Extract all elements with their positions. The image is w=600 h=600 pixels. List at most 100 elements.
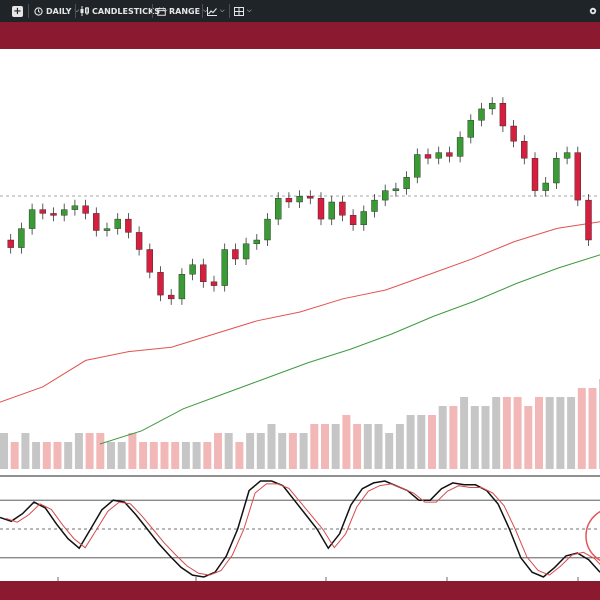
range-label: RANGE (169, 6, 201, 16)
plus-icon: + (12, 5, 23, 17)
interval-label: DAILY (46, 6, 72, 16)
volume-bars (0, 379, 600, 469)
volume-bar (310, 424, 319, 469)
interval-dropdown[interactable]: DAILY ⌵ (34, 0, 79, 22)
candle-body (200, 264, 207, 282)
volume-bar (278, 433, 287, 469)
volume-bar (385, 433, 394, 469)
gear-icon (589, 7, 597, 15)
moving-averages (0, 221, 600, 445)
calendar-icon (157, 6, 166, 16)
stochastic-k-line (0, 480, 600, 578)
candle-body (285, 197, 293, 203)
volume-bar (181, 442, 190, 469)
volume-bar (470, 406, 479, 469)
footer-banner (0, 581, 600, 600)
volume-bar (395, 424, 404, 469)
candle-body (446, 152, 453, 157)
candle-body (521, 140, 528, 159)
candle-body (7, 239, 14, 248)
candle-body (317, 197, 325, 220)
chevron-down-icon: ⌵ (220, 7, 225, 14)
volume-bar (139, 442, 148, 469)
toolbar-divider (229, 4, 230, 18)
candle-body (585, 199, 592, 241)
volume-bar (460, 397, 469, 469)
volume-bar (321, 424, 329, 469)
volume-bar (85, 433, 94, 469)
volume-bar (21, 433, 30, 469)
volume-bar (588, 388, 597, 469)
volume-bar (342, 415, 351, 469)
oscillator-pane (0, 480, 600, 578)
volume-bar (32, 442, 41, 469)
chevron-down-icon: ⌵ (203, 7, 208, 14)
chart-type-dropdown[interactable]: CANDLESTICKS ⌵ (80, 0, 168, 22)
candle-body (435, 152, 442, 159)
volume-bar (288, 433, 297, 469)
candle-body (414, 154, 421, 178)
volume-bar (256, 433, 265, 469)
candlestick-icon (80, 6, 89, 16)
indicators-dropdown[interactable]: ⌵ (207, 0, 225, 22)
volume-bar (545, 397, 554, 469)
candle-body (167, 294, 175, 300)
candle-body (349, 215, 357, 226)
candle-body (157, 272, 164, 296)
settings-button[interactable] (588, 0, 598, 22)
candle-body (510, 125, 517, 142)
volume-bar (235, 442, 244, 469)
candle-body (28, 209, 36, 229)
volume-bar (117, 442, 126, 469)
candle-body (189, 264, 196, 275)
toolbar-divider (202, 4, 203, 18)
volume-bar (107, 442, 115, 469)
header-banner (0, 22, 600, 49)
chart-area[interactable]: AprMayJunJulAug (0, 49, 600, 581)
grid-layout-icon (234, 6, 244, 16)
candle-body (242, 243, 250, 260)
candle-body (18, 228, 25, 248)
volume-bar (160, 442, 169, 469)
volume-bar (0, 433, 8, 469)
volume-bar (577, 388, 586, 469)
x-axis: AprMayJunJulAug (57, 577, 579, 581)
candle-body (371, 199, 378, 212)
chart-type-label: CANDLESTICKS (92, 6, 160, 16)
volume-bar (524, 406, 533, 469)
volume-bar (492, 397, 501, 469)
moving-average-slow (99, 254, 600, 445)
volume-bar (53, 442, 62, 469)
volume-bar (214, 433, 222, 469)
candle-body (114, 218, 121, 229)
candle-body (478, 108, 485, 121)
candle-body (307, 196, 314, 199)
volume-bar (556, 397, 565, 469)
candle-body (125, 218, 132, 233)
volume-bar (535, 397, 543, 469)
layout-dropdown[interactable]: ⌵ (234, 0, 252, 22)
volume-bar (449, 406, 458, 469)
candle-body (360, 211, 367, 226)
candle-body (563, 152, 571, 159)
candle-body (71, 205, 79, 210)
candle-body (574, 152, 581, 201)
range-dropdown[interactable]: RANGE ⌵ (157, 0, 208, 22)
chart-toolbar: + DAILY ⌵ CANDLESTICKS ⌵ RANGE ⌵ ⌵ ⌵ (0, 0, 600, 22)
candle-body (275, 197, 282, 220)
candle-body (135, 232, 143, 250)
add-button[interactable]: + (12, 0, 23, 22)
volume-bar (246, 433, 255, 469)
volume-bar (64, 442, 73, 469)
volume-bar (417, 415, 426, 469)
candle-body (103, 228, 111, 231)
clock-icon (34, 6, 43, 16)
stochastic-d-line (5, 483, 600, 576)
candle-body (392, 188, 400, 191)
volume-bar (502, 397, 511, 469)
volume-bar (149, 442, 158, 469)
chevron-down-icon: ⌵ (74, 7, 80, 14)
candle-body (50, 213, 57, 216)
candle-body (553, 158, 560, 184)
candle-body (424, 154, 432, 159)
